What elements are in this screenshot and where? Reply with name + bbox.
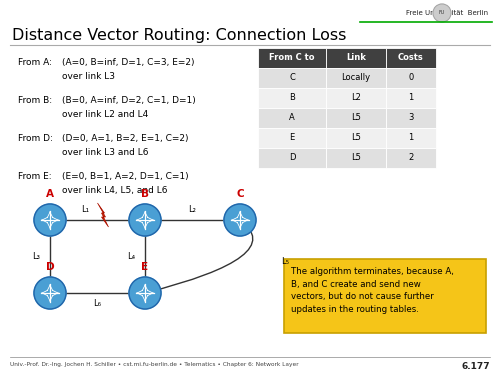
Circle shape: [34, 204, 66, 236]
Text: E: E: [290, 134, 294, 142]
Circle shape: [433, 4, 451, 22]
Text: B: B: [141, 189, 149, 199]
Text: (B=0, A=inf, D=2, C=1, D=1): (B=0, A=inf, D=2, C=1, D=1): [62, 96, 196, 105]
Text: 2: 2: [408, 153, 414, 162]
Circle shape: [129, 204, 161, 236]
Text: (D=0, A=1, B=2, E=1, C=2): (D=0, A=1, B=2, E=1, C=2): [62, 134, 188, 143]
Text: 3: 3: [408, 114, 414, 123]
Polygon shape: [98, 203, 108, 227]
Text: C: C: [236, 189, 244, 199]
Text: over link L4, L5, and L6: over link L4, L5, and L6: [62, 186, 168, 195]
FancyBboxPatch shape: [258, 48, 326, 68]
Text: L₆: L₆: [94, 298, 102, 307]
FancyBboxPatch shape: [386, 88, 436, 108]
FancyBboxPatch shape: [284, 259, 486, 333]
Text: over link L2 and L4: over link L2 and L4: [62, 110, 148, 119]
Text: over link L3: over link L3: [62, 72, 115, 81]
Circle shape: [34, 277, 66, 309]
Text: 6.177: 6.177: [462, 362, 490, 371]
Text: C: C: [289, 74, 295, 82]
Text: L5: L5: [351, 114, 361, 123]
Text: From D:: From D:: [18, 134, 53, 143]
Text: L₂: L₂: [188, 206, 196, 214]
Text: Univ.-Prof. Dr.-Ing. Jochen H. Schiller • cst.mi.fu-berlin.de • Telematics • Cha: Univ.-Prof. Dr.-Ing. Jochen H. Schiller …: [10, 362, 298, 367]
Text: Freie Universität  Berlin: Freie Universität Berlin: [406, 10, 488, 16]
FancyBboxPatch shape: [258, 128, 326, 148]
Text: From E:: From E:: [18, 172, 52, 181]
Text: A: A: [46, 189, 54, 199]
Circle shape: [224, 204, 256, 236]
Text: L2: L2: [351, 93, 361, 102]
Text: D: D: [289, 153, 295, 162]
Text: Locally: Locally: [342, 74, 370, 82]
Text: FU: FU: [439, 10, 445, 15]
Text: Link: Link: [346, 54, 366, 63]
Text: From C to: From C to: [269, 54, 315, 63]
FancyBboxPatch shape: [386, 108, 436, 128]
Text: L5: L5: [351, 134, 361, 142]
Text: (A=0, B=inf, D=1, C=3, E=2): (A=0, B=inf, D=1, C=3, E=2): [62, 58, 194, 67]
FancyBboxPatch shape: [326, 128, 386, 148]
Text: E: E: [142, 262, 148, 272]
Text: L5: L5: [351, 153, 361, 162]
Text: 1: 1: [408, 93, 414, 102]
FancyBboxPatch shape: [326, 48, 386, 68]
FancyBboxPatch shape: [326, 88, 386, 108]
FancyBboxPatch shape: [386, 68, 436, 88]
FancyBboxPatch shape: [386, 48, 436, 68]
Text: A: A: [289, 114, 295, 123]
Text: (E=0, B=1, A=2, D=1, C=1): (E=0, B=1, A=2, D=1, C=1): [62, 172, 188, 181]
FancyBboxPatch shape: [258, 88, 326, 108]
FancyBboxPatch shape: [326, 68, 386, 88]
Text: over link L3 and L6: over link L3 and L6: [62, 148, 148, 157]
FancyBboxPatch shape: [326, 148, 386, 168]
Circle shape: [129, 277, 161, 309]
Text: 0: 0: [408, 74, 414, 82]
Text: L₃: L₃: [32, 252, 40, 261]
FancyBboxPatch shape: [258, 68, 326, 88]
Text: 1: 1: [408, 134, 414, 142]
FancyBboxPatch shape: [386, 148, 436, 168]
Text: The algorithm terminates, because A,
B, and C create and send new
vectors, but d: The algorithm terminates, because A, B, …: [291, 267, 454, 314]
FancyBboxPatch shape: [258, 108, 326, 128]
Text: B: B: [289, 93, 295, 102]
Text: From B:: From B:: [18, 96, 52, 105]
FancyBboxPatch shape: [258, 148, 326, 168]
Text: D: D: [46, 262, 54, 272]
Text: L₅: L₅: [281, 257, 289, 266]
Text: Costs: Costs: [398, 54, 424, 63]
Text: L₁: L₁: [82, 206, 90, 214]
Text: L₄: L₄: [127, 252, 135, 261]
Text: Distance Vector Routing: Connection Loss: Distance Vector Routing: Connection Loss: [12, 28, 346, 43]
FancyBboxPatch shape: [386, 128, 436, 148]
FancyBboxPatch shape: [326, 108, 386, 128]
Text: From A:: From A:: [18, 58, 52, 67]
